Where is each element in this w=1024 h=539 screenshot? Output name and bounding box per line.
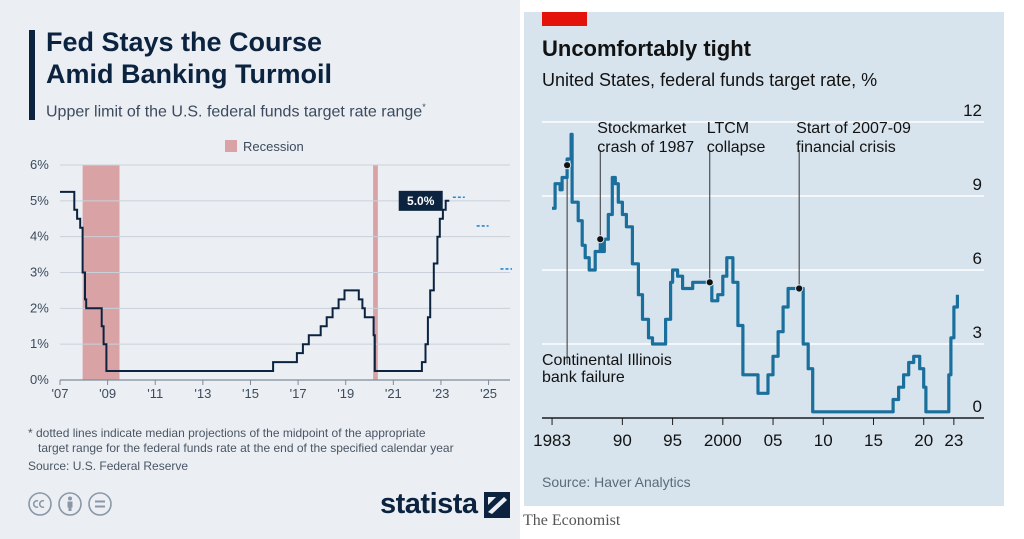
x-tick-label-2: 95	[663, 431, 682, 450]
annotation-point-1	[596, 235, 605, 244]
x-tick-label-5: '17	[290, 386, 307, 401]
economist-chart-panel: Uncomfortably tight United States, feder…	[524, 12, 1004, 506]
rate-series	[552, 132, 959, 414]
rate-line	[552, 132, 959, 414]
creative-commons-icons	[28, 492, 112, 516]
x-tick-label-1: '09	[99, 386, 116, 401]
chart-subtitle: Upper limit of the U.S. federal funds ta…	[46, 102, 426, 121]
annotation-point-2	[705, 278, 714, 287]
annotation-label-0-line-0: Continental Illinois	[542, 352, 672, 369]
annotation-point-0	[563, 161, 572, 170]
statista-logo-icon	[484, 492, 510, 518]
economist-brand: The Economist	[523, 512, 621, 529]
annotation-label-3-line-0: Start of 2007-09	[796, 120, 911, 137]
y-axis-ticks: 0 3 6 9 12	[963, 102, 982, 416]
title-accent-bar	[29, 30, 35, 120]
annotation-point-3	[795, 284, 804, 293]
legend: Recession	[225, 139, 304, 154]
statista-chart-panel: Fed Stays the Course Amid Banking Turmoi…	[0, 0, 520, 539]
event-annotation-lines	[566, 150, 800, 364]
annotation-label-2-line-1: collapse	[707, 139, 766, 156]
x-tick-label-4: 05	[764, 431, 783, 450]
x-tick-label-8: 23	[944, 431, 963, 450]
y-tick-label-4: 4%	[30, 229, 49, 244]
no-derivatives-icon	[88, 492, 112, 516]
x-tick-label-1: 90	[613, 431, 632, 450]
attribution-icon	[58, 492, 82, 516]
y-tick-label-0: 0	[973, 397, 982, 416]
footnote-line-2: target range for the federal funds rate …	[38, 441, 454, 455]
chart-title: Fed Stays the Course Amid Banking Turmoi…	[46, 26, 506, 90]
x-tick-label-0: 1983	[533, 431, 571, 450]
projection-lines	[452, 196, 512, 270]
statista-line-chart: Recession 0% 1% 2% 3% 4% 5% 6% '07 '09 '11 '13 '15…	[30, 139, 512, 401]
y-tick-label-3: 9	[973, 175, 982, 194]
chart-subtitle-text: Upper limit of the U.S. federal funds ta…	[46, 103, 423, 121]
y-axis-ticks: 0% 1% 2% 3% 4% 5% 6%	[30, 157, 49, 387]
economist-line-chart: 0 3 6 9 12 1983 90 95 2000 05 10 15 20 23 Continenta…	[533, 102, 984, 450]
y-tick-label-4: 12	[963, 102, 982, 120]
chart-subtitle: United States, federal funds target rate…	[542, 70, 878, 90]
gridlines	[60, 164, 510, 381]
y-tick-label-2: 6	[973, 249, 982, 268]
y-tick-label-1: 3	[973, 323, 982, 342]
y-tick-label-2: 2%	[30, 300, 49, 315]
chart-title-line-2: Amid Banking Turmoil	[46, 59, 333, 89]
source-label: Source: U.S. Federal Reserve	[28, 459, 189, 473]
y-tick-label-6: 6%	[30, 157, 49, 172]
y-tick-label-1: 1%	[30, 336, 49, 351]
cc-icon	[28, 492, 52, 516]
x-axis-ticks: '07 '09 '11 '13 '15 '17 '19 '21 '23 '25	[52, 380, 497, 401]
legend-label-recession: Recession	[243, 139, 304, 154]
annotation-label-0-line-1: bank failure	[542, 369, 625, 386]
rate-line	[60, 190, 450, 372]
x-tick-label-6: '19	[337, 386, 354, 401]
y-tick-label-5: 5%	[30, 193, 49, 208]
footnote-line-1: * dotted lines indicate median projectio…	[28, 426, 426, 440]
x-tick-label-7: 20	[914, 431, 933, 450]
legend-swatch-recession	[225, 140, 237, 152]
annotation-label-2-line-0: LTCM	[707, 120, 749, 137]
economist-red-tag	[542, 12, 587, 26]
source-label: Source: Haver Analytics	[542, 474, 691, 490]
annotation-box	[398, 190, 443, 211]
chart-title: Uncomfortably tight	[542, 36, 751, 61]
x-tick-label-3: '13	[194, 386, 211, 401]
subtitle-footnote-mark: *	[422, 102, 426, 112]
x-tick-label-4: '15	[242, 386, 259, 401]
current-value-annotation: 5.0%	[398, 190, 443, 211]
x-tick-label-2: '11	[147, 386, 163, 401]
footnote: * dotted lines indicate median projectio…	[28, 426, 513, 456]
annotation-label: 5.0%	[407, 194, 435, 208]
y-tick-label-0: 0%	[30, 372, 49, 387]
annotation-label-1-line-1: crash of 1987	[597, 139, 694, 156]
x-axis-ticks: 1983 90 95 2000 05 10 15 20 23	[533, 418, 963, 450]
gridlines	[542, 121, 984, 419]
annotation-label-3-line-1: financial crisis	[796, 139, 896, 156]
statista-logo-text: statista	[380, 488, 478, 520]
x-tick-label-0: '07	[52, 386, 69, 401]
x-tick-label-5: 10	[814, 431, 833, 450]
x-tick-label-7: '21	[385, 386, 402, 401]
chart-title-line-1: Fed Stays the Course	[46, 27, 323, 57]
x-tick-label-9: '25	[480, 386, 497, 401]
x-tick-label-6: 15	[864, 431, 883, 450]
y-tick-label-3: 3%	[30, 265, 49, 280]
rate-series	[60, 190, 450, 372]
x-tick-label-8: '23	[432, 386, 449, 401]
x-tick-label-3: 2000	[704, 431, 742, 450]
annotation-label-1-line-0: Stockmarket	[597, 120, 686, 137]
